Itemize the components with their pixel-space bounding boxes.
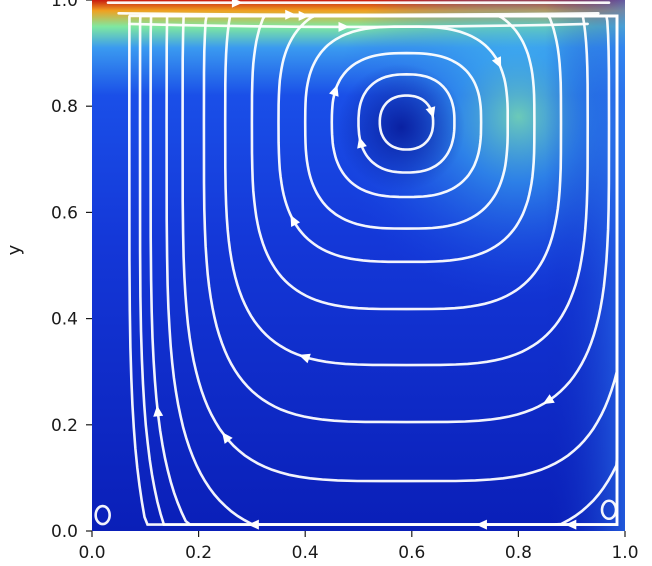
lid-streamline-arrow [338,21,350,32]
x-tick-label: 0.2 [185,543,212,563]
x-axis: 0.0 0.2 0.4 0.6 0.8 1.0 [78,531,639,563]
streamline-arrow [425,106,436,119]
lid-streamline [128,22,589,29]
vortex-core-shade [92,0,625,531]
streamline [357,72,456,174]
streamline [303,25,509,230]
lid-streamline-arrow [285,9,297,20]
streamline-arrow [290,214,301,228]
streamline-arrow [357,136,367,149]
streamline [330,51,483,199]
y-axis-label: y [4,244,25,255]
corner-eddy [600,499,618,521]
x-tick-label: 1.0 [611,543,638,563]
y-tick-label: 0.4 [51,310,78,330]
lid-streamline [117,11,600,17]
plot-area [92,0,625,531]
streamline-arrow [247,519,259,530]
streamline [378,94,435,151]
y-tick-label: 0.8 [51,97,78,117]
y-tick-label: 0.0 [51,522,78,542]
y-tick-label: 0.6 [51,203,78,223]
streamline-arrow [222,432,233,444]
x-tick-label: 0.8 [505,543,532,563]
lid-streamline-arrow [231,0,243,8]
y-tick-label: 1.0 [51,0,78,11]
lid-streamline-group [94,0,618,526]
streamline-arrow [298,353,311,364]
corner-eddy [94,504,111,526]
x-tick-label: 0.0 [78,543,105,563]
y-axis: 0.0 0.2 0.4 0.6 0.8 1.0 [51,0,92,542]
streamline-arrow [542,394,555,405]
streamline-arrow [491,56,502,69]
streamline-arrow [153,405,164,417]
x-tick-label: 0.4 [292,543,319,563]
streamline-arrow [329,84,339,97]
y-tick-label: 0.2 [51,416,78,436]
x-tick-label: 0.6 [398,543,425,563]
